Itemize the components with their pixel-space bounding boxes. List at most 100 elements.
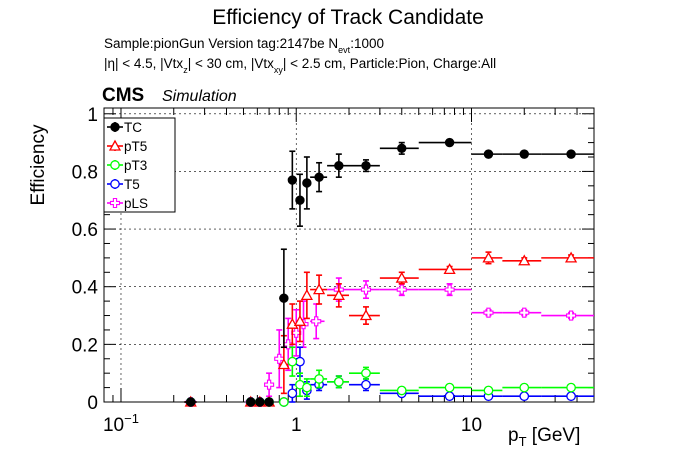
data-point: [295, 195, 305, 205]
data-point: [566, 149, 576, 159]
legend-label: TC: [124, 120, 142, 135]
data-point: [277, 358, 290, 370]
legend-marker: [110, 160, 120, 170]
nevt-subscript: evt: [338, 45, 351, 55]
data-point: [444, 284, 455, 295]
selection-sub-xy: xy: [274, 65, 284, 75]
data-point: [274, 353, 285, 364]
legend-marker: [110, 122, 120, 132]
data-point: [314, 172, 324, 182]
selection-line: |η| < 4.5, |Vtxz| < 30 cm, |Vtxxy| < 2.5…: [104, 56, 496, 75]
data-point: [246, 397, 256, 407]
selection-part-4: | < 2.5 cm, Particle:Pion, Charge:All: [283, 56, 496, 71]
data-point: [483, 149, 494, 159]
y-tick-label: 0.8: [72, 162, 98, 183]
data-point: [361, 368, 371, 379]
y-tick-label: 0: [87, 393, 98, 414]
series-pt3: [184, 346, 594, 407]
legend: TC pT5 pT3 T5 pLS: [103, 117, 176, 213]
data-point: [264, 397, 274, 407]
legend-label: pT5: [124, 139, 147, 154]
series-pt5: [184, 251, 594, 407]
cms-label: CMS: [102, 85, 144, 106]
legend-marker: [110, 179, 120, 189]
data-point: [302, 178, 312, 188]
series-tc: [184, 137, 594, 407]
sample-text: Sample:pionGun Version tag:2147be N: [104, 36, 338, 51]
legend-entry-tc: TC: [107, 120, 142, 135]
axes: 0 0.2 0.4 0.6 0.8 1 10−1 1 10: [72, 105, 595, 436]
x-tick-label: 10−1: [103, 411, 139, 436]
data-point: [279, 293, 289, 303]
data-point: [482, 251, 495, 263]
sample-line: Sample:pionGun Version tag:2147be Nevt:1…: [104, 36, 384, 55]
data-point: [333, 376, 344, 387]
data-point: [360, 284, 372, 295]
data-point: [302, 382, 312, 393]
legend-entry-pt5: pT5: [107, 139, 147, 154]
data-series: [184, 137, 594, 408]
data-point: [443, 263, 456, 275]
data-point: [396, 284, 407, 295]
x-tick-label: 1: [291, 415, 302, 436]
selection-sub-z: z: [183, 65, 188, 75]
data-point: [519, 391, 530, 402]
legend-label: pLS: [124, 196, 148, 211]
data-point: [397, 143, 407, 154]
data-point: [314, 374, 324, 384]
series-t5: [184, 346, 594, 407]
data-point: [444, 382, 455, 393]
y-tick-label: 1: [87, 105, 98, 126]
data-point: [566, 310, 577, 321]
data-point: [255, 397, 265, 407]
data-point: [186, 397, 196, 407]
selection-part-2: | < 30 cm, |Vtx: [188, 56, 274, 71]
data-point: [566, 391, 576, 402]
data-point: [312, 283, 326, 295]
selection-part-0: |η| < 4.5, |Vtx: [104, 56, 183, 71]
legend-entry-pt3: pT3: [107, 158, 147, 173]
data-point: [518, 254, 531, 266]
data-point: [444, 391, 455, 402]
data-point: [279, 397, 289, 407]
x-axis-label-unit: [GeV]: [527, 425, 581, 446]
data-point: [332, 289, 345, 301]
legend-entry-pls: pLS: [107, 196, 148, 211]
data-point: [287, 175, 298, 185]
legend-label: T5: [124, 177, 140, 192]
data-point: [519, 149, 529, 159]
legend-entry-t5: T5: [107, 177, 140, 192]
data-point: [483, 307, 494, 318]
x-axis-label-main: p: [508, 425, 519, 446]
legend-marker: [109, 197, 121, 209]
data-point: [564, 251, 578, 263]
data-point: [311, 316, 322, 327]
y-tick-label: 0.4: [72, 278, 99, 299]
x-axis-label-sub: T: [519, 434, 527, 449]
data-point: [361, 379, 371, 390]
data-point: [566, 382, 576, 393]
y-axis-label: Efficiency: [28, 124, 49, 205]
data-point: [334, 160, 344, 171]
y-tick-label: 0.6: [72, 220, 98, 241]
simulation-label: Simulation: [162, 88, 237, 105]
legend-label: pT3: [124, 158, 147, 173]
data-point: [293, 314, 307, 326]
data-point: [287, 388, 298, 399]
nevt-value: :1000: [350, 36, 384, 51]
legend-marker: [108, 139, 122, 151]
x-axis-label: pT [GeV]: [508, 425, 580, 449]
data-point: [361, 160, 371, 171]
data-point: [396, 385, 407, 396]
data-point: [264, 379, 275, 390]
data-point: [444, 137, 455, 148]
data-point: [359, 309, 373, 321]
data-point: [519, 382, 530, 393]
y-tick-label: 0.2: [72, 335, 98, 356]
data-point: [395, 271, 408, 283]
x-tick-label: 10: [461, 415, 482, 436]
data-point: [287, 356, 298, 367]
data-point: [300, 289, 313, 301]
data-point: [483, 385, 494, 396]
